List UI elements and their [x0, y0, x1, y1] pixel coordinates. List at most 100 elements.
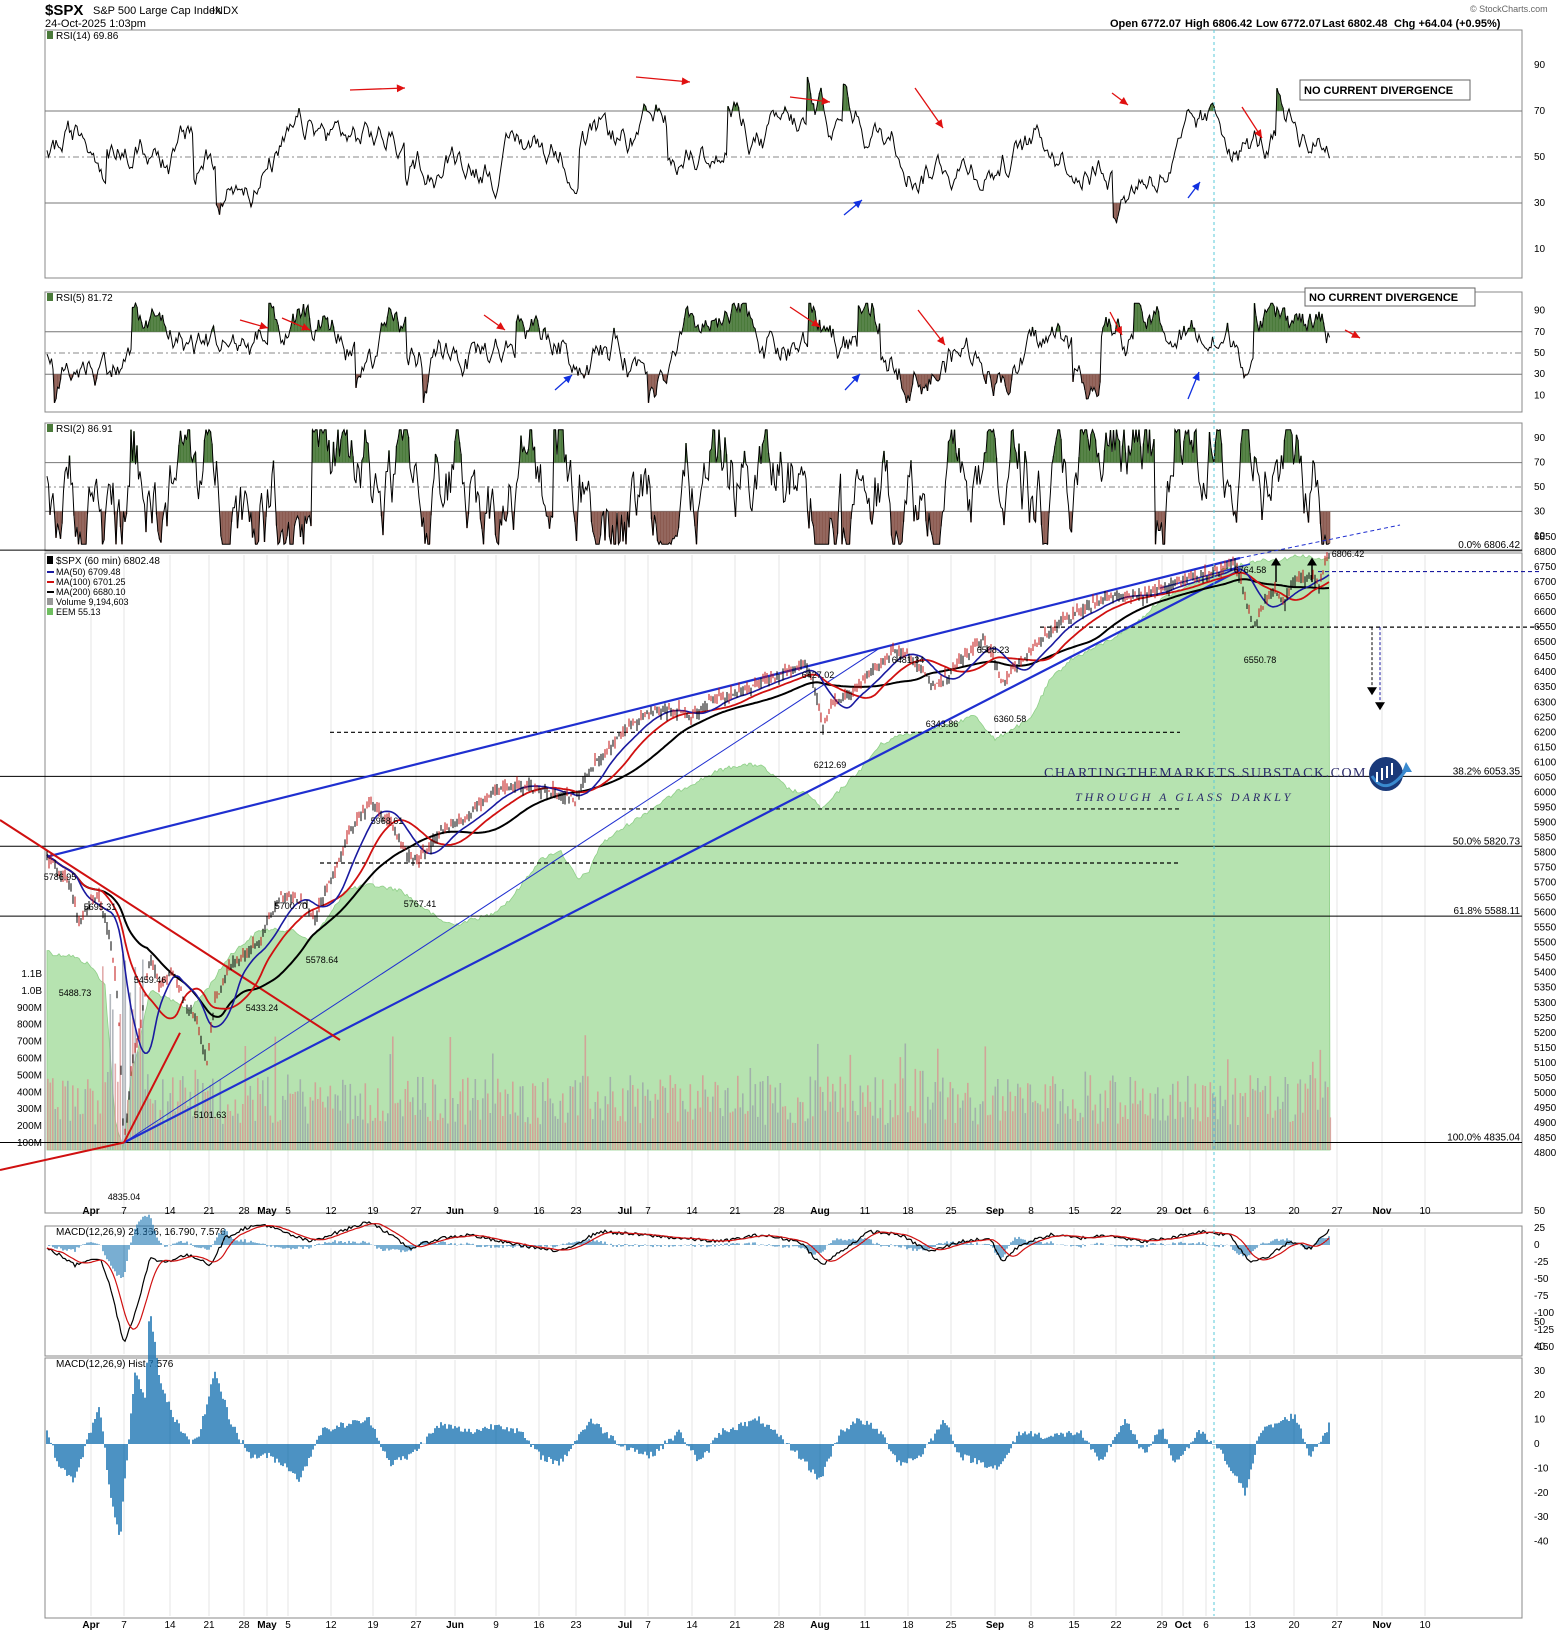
volume-bar — [167, 1101, 169, 1150]
volume-bar — [1117, 1123, 1119, 1150]
x-tick-label: 6 — [1203, 1620, 1209, 1631]
volume-bar — [1314, 1078, 1317, 1150]
volume-bar — [857, 1115, 859, 1150]
volume-bar — [217, 1118, 219, 1150]
volume-bar — [769, 1084, 772, 1150]
x-tick-label: Jul — [618, 1206, 633, 1217]
volume-bar — [102, 966, 104, 1150]
volume-bar — [1307, 1088, 1309, 1150]
volume-bar — [267, 1076, 269, 1150]
volume-bar — [947, 1097, 949, 1150]
macd-tick-label: -75 — [1534, 1291, 1549, 1302]
volume-bar — [889, 1100, 892, 1150]
volume-bar — [677, 1121, 679, 1150]
rsi2-line — [46, 427, 1330, 547]
rsi-tick-label: 50 — [1534, 348, 1546, 359]
volume-bar — [1149, 1093, 1152, 1150]
rsi-tick-label: 90 — [1534, 60, 1546, 71]
volume-bar — [1022, 1098, 1024, 1150]
volume-bar — [544, 1101, 547, 1150]
rsi14-frame — [44, 29, 1523, 279]
volume-bar — [842, 1107, 844, 1150]
fib-label: 61.8% 5588.11 — [1453, 906, 1520, 917]
volume-bar — [787, 1119, 789, 1150]
price-tick-label: 5300 — [1534, 998, 1557, 1009]
price-tick-label: 5750 — [1534, 863, 1557, 874]
volume-bar — [642, 1082, 644, 1150]
volume-bar — [57, 1107, 59, 1150]
volume-bar — [389, 1054, 392, 1150]
volume-bar — [264, 1106, 267, 1150]
volume-bar — [612, 1091, 614, 1150]
volume-bar — [1012, 1111, 1014, 1150]
macd-line — [46, 1221, 1330, 1343]
volume-bar — [404, 1089, 407, 1150]
volume-bar — [364, 1083, 367, 1150]
watermark-tagline: THROUGH A GLASS DARKLY — [1075, 790, 1293, 804]
price-tick-label: 6150 — [1534, 742, 1557, 753]
divergence-arrow-icon — [811, 319, 820, 327]
volume-bar — [62, 1080, 64, 1150]
volume-bar — [987, 1115, 989, 1150]
volume-bar — [927, 1096, 929, 1150]
rsi2-label: RSI(2) 86.91 — [56, 424, 113, 435]
x-tick-label: 5 — [285, 1206, 291, 1217]
volume-bar — [369, 1105, 372, 1150]
volume-bar — [462, 1079, 464, 1150]
red-support-line — [0, 1141, 125, 1171]
x-tick-label: 8 — [1028, 1620, 1034, 1631]
price-point-label: 5968.61 — [371, 816, 404, 826]
volume-bar — [877, 1118, 879, 1150]
volume-bar — [1019, 1087, 1022, 1150]
volume-bar — [137, 1051, 139, 1150]
rsi14-divergence-box — [1299, 79, 1471, 101]
x-tick-label: 14 — [686, 1620, 698, 1631]
volume-bar — [824, 1110, 827, 1150]
macd-tick-label: -25 — [1534, 1257, 1549, 1268]
upper-wedge-extension — [1239, 524, 1401, 559]
volume-bar — [1107, 1108, 1109, 1150]
volume-bar — [679, 1088, 682, 1150]
x-tick-label: May — [257, 1206, 277, 1217]
volume-bar — [732, 1111, 734, 1150]
divergence-arrow-icon — [681, 77, 690, 86]
x-tick-label: May — [257, 1620, 277, 1631]
rsi14-line — [46, 76, 1330, 225]
volume-bar — [1132, 1103, 1134, 1150]
volume-bar — [532, 1083, 534, 1150]
volume-bar — [1272, 1117, 1274, 1150]
x-tick-label: Aug — [810, 1620, 829, 1631]
price-tick-label: 6850 — [1534, 532, 1557, 543]
price-point-label: 5101.63 — [194, 1110, 227, 1120]
volume-bar — [359, 1093, 362, 1150]
volume-bar — [984, 1046, 987, 1150]
volume-bar — [504, 1089, 507, 1150]
volume-bar — [559, 1100, 562, 1150]
volume-bar — [729, 1112, 732, 1150]
price-tick-label: 6550 — [1534, 622, 1557, 633]
volume-tick-label: 400M — [17, 1087, 42, 1098]
volume-bar — [599, 1108, 602, 1150]
volume-bar — [864, 1106, 867, 1150]
volume-bar — [1064, 1113, 1067, 1150]
volume-bar — [637, 1088, 639, 1150]
volume-bar — [1214, 1096, 1217, 1150]
x-tick-label: Oct — [1175, 1620, 1192, 1631]
volume-bar — [422, 1077, 424, 1150]
volume-bar — [704, 1089, 707, 1150]
rsi-tick-label: 10 — [1534, 390, 1546, 401]
volume-bar — [299, 1079, 302, 1150]
hist-tick-label: 30 — [1534, 1366, 1546, 1377]
horizontal-levels — [320, 570, 1540, 864]
volume-bar — [1322, 1097, 1324, 1150]
volume-bar — [212, 1078, 214, 1150]
price-tick-label: 6600 — [1534, 607, 1557, 618]
volume-bar — [49, 1082, 52, 1150]
volume-bar — [432, 1079, 434, 1150]
x-tick-label: 19 — [367, 1620, 379, 1631]
x-tick-label: 27 — [410, 1620, 422, 1631]
volume-bar — [652, 1118, 654, 1150]
fib-label: 50.0% 5820.73 — [1453, 836, 1521, 847]
volume-bar — [827, 1076, 829, 1150]
volume-bar — [1289, 1121, 1292, 1150]
